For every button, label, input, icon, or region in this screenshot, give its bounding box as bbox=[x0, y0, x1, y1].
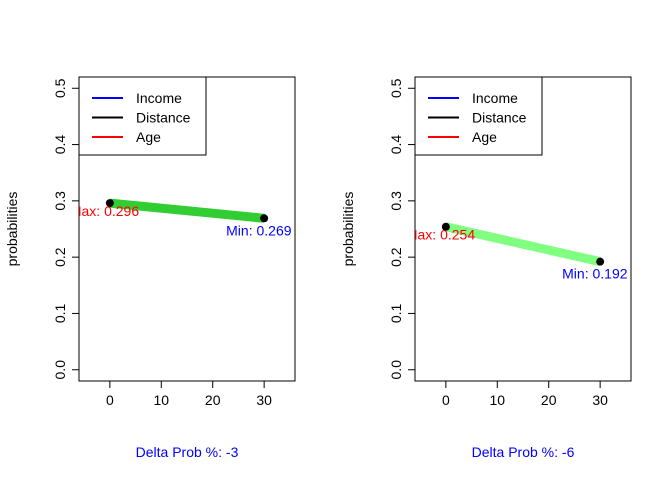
max-annotation: Max: 0.296 bbox=[70, 203, 139, 219]
y-axis-label: probabilities bbox=[340, 192, 356, 267]
legend-label: Income bbox=[472, 90, 518, 106]
x-axis-label: Delta Prob %: -3 bbox=[136, 444, 239, 460]
legend-label: Distance bbox=[136, 110, 191, 126]
y-tick-label: 0.1 bbox=[388, 304, 404, 324]
y-tick-label: 0.3 bbox=[388, 191, 404, 211]
y-tick-label: 0.0 bbox=[388, 360, 404, 380]
y-tick-label: 0.5 bbox=[52, 78, 68, 98]
x-tick-label: 0 bbox=[442, 392, 450, 408]
y-tick-label: 0.2 bbox=[388, 247, 404, 267]
series-line bbox=[444, 222, 602, 267]
min-annotation: Min: 0.269 bbox=[226, 222, 292, 238]
y-axis-label: probabilities bbox=[4, 192, 20, 267]
legend-label: Distance bbox=[472, 110, 527, 126]
x-tick-label: 20 bbox=[541, 392, 557, 408]
series-line bbox=[109, 198, 265, 223]
legend-box bbox=[78, 76, 207, 156]
y-tick-label: 0.1 bbox=[52, 304, 68, 324]
y-tick-label: 0.4 bbox=[388, 135, 404, 155]
legend-label: Age bbox=[136, 129, 161, 145]
max-annotation: Max: 0.254 bbox=[406, 227, 475, 243]
plot-area: Max: 0.254 Min: 0.192 bbox=[406, 222, 628, 282]
legend: Income Distance Age bbox=[78, 76, 207, 156]
plot-area: Max: 0.296 Min: 0.269 bbox=[70, 198, 292, 238]
data-point bbox=[596, 257, 605, 266]
data-point bbox=[441, 222, 450, 231]
x-tick-label: 20 bbox=[205, 392, 221, 408]
legend: Income Distance Age bbox=[414, 76, 543, 156]
y-tick-label: 0.4 bbox=[52, 135, 68, 155]
data-point bbox=[105, 199, 114, 208]
legend-label: Income bbox=[136, 90, 182, 106]
x-axis-label: Delta Prob %: -6 bbox=[472, 444, 575, 460]
min-annotation: Min: 0.192 bbox=[562, 266, 628, 282]
x-tick-label: 30 bbox=[592, 392, 608, 408]
data-point bbox=[260, 214, 269, 223]
legend-label: Age bbox=[472, 129, 497, 145]
y-tick-label: 0.0 bbox=[52, 360, 68, 380]
y-tick-label: 0.3 bbox=[52, 191, 68, 211]
legend-box bbox=[414, 76, 543, 156]
chart-panel-1: 0 10 20 30 0.0 0.1 0.2 0.3 0.4 0.5 probabilities De… bbox=[4, 76, 296, 460]
x-tick-label: 0 bbox=[106, 392, 114, 408]
y-tick-label: 0.2 bbox=[52, 247, 68, 267]
y-tick-label: 0.5 bbox=[388, 78, 404, 98]
x-tick-label: 10 bbox=[489, 392, 505, 408]
x-tick-label: 30 bbox=[256, 392, 272, 408]
chart-panel-2: 0 10 20 30 0.0 0.1 0.2 0.3 0.4 0.5 probabilities De… bbox=[340, 76, 632, 460]
x-tick-label: 10 bbox=[153, 392, 169, 408]
